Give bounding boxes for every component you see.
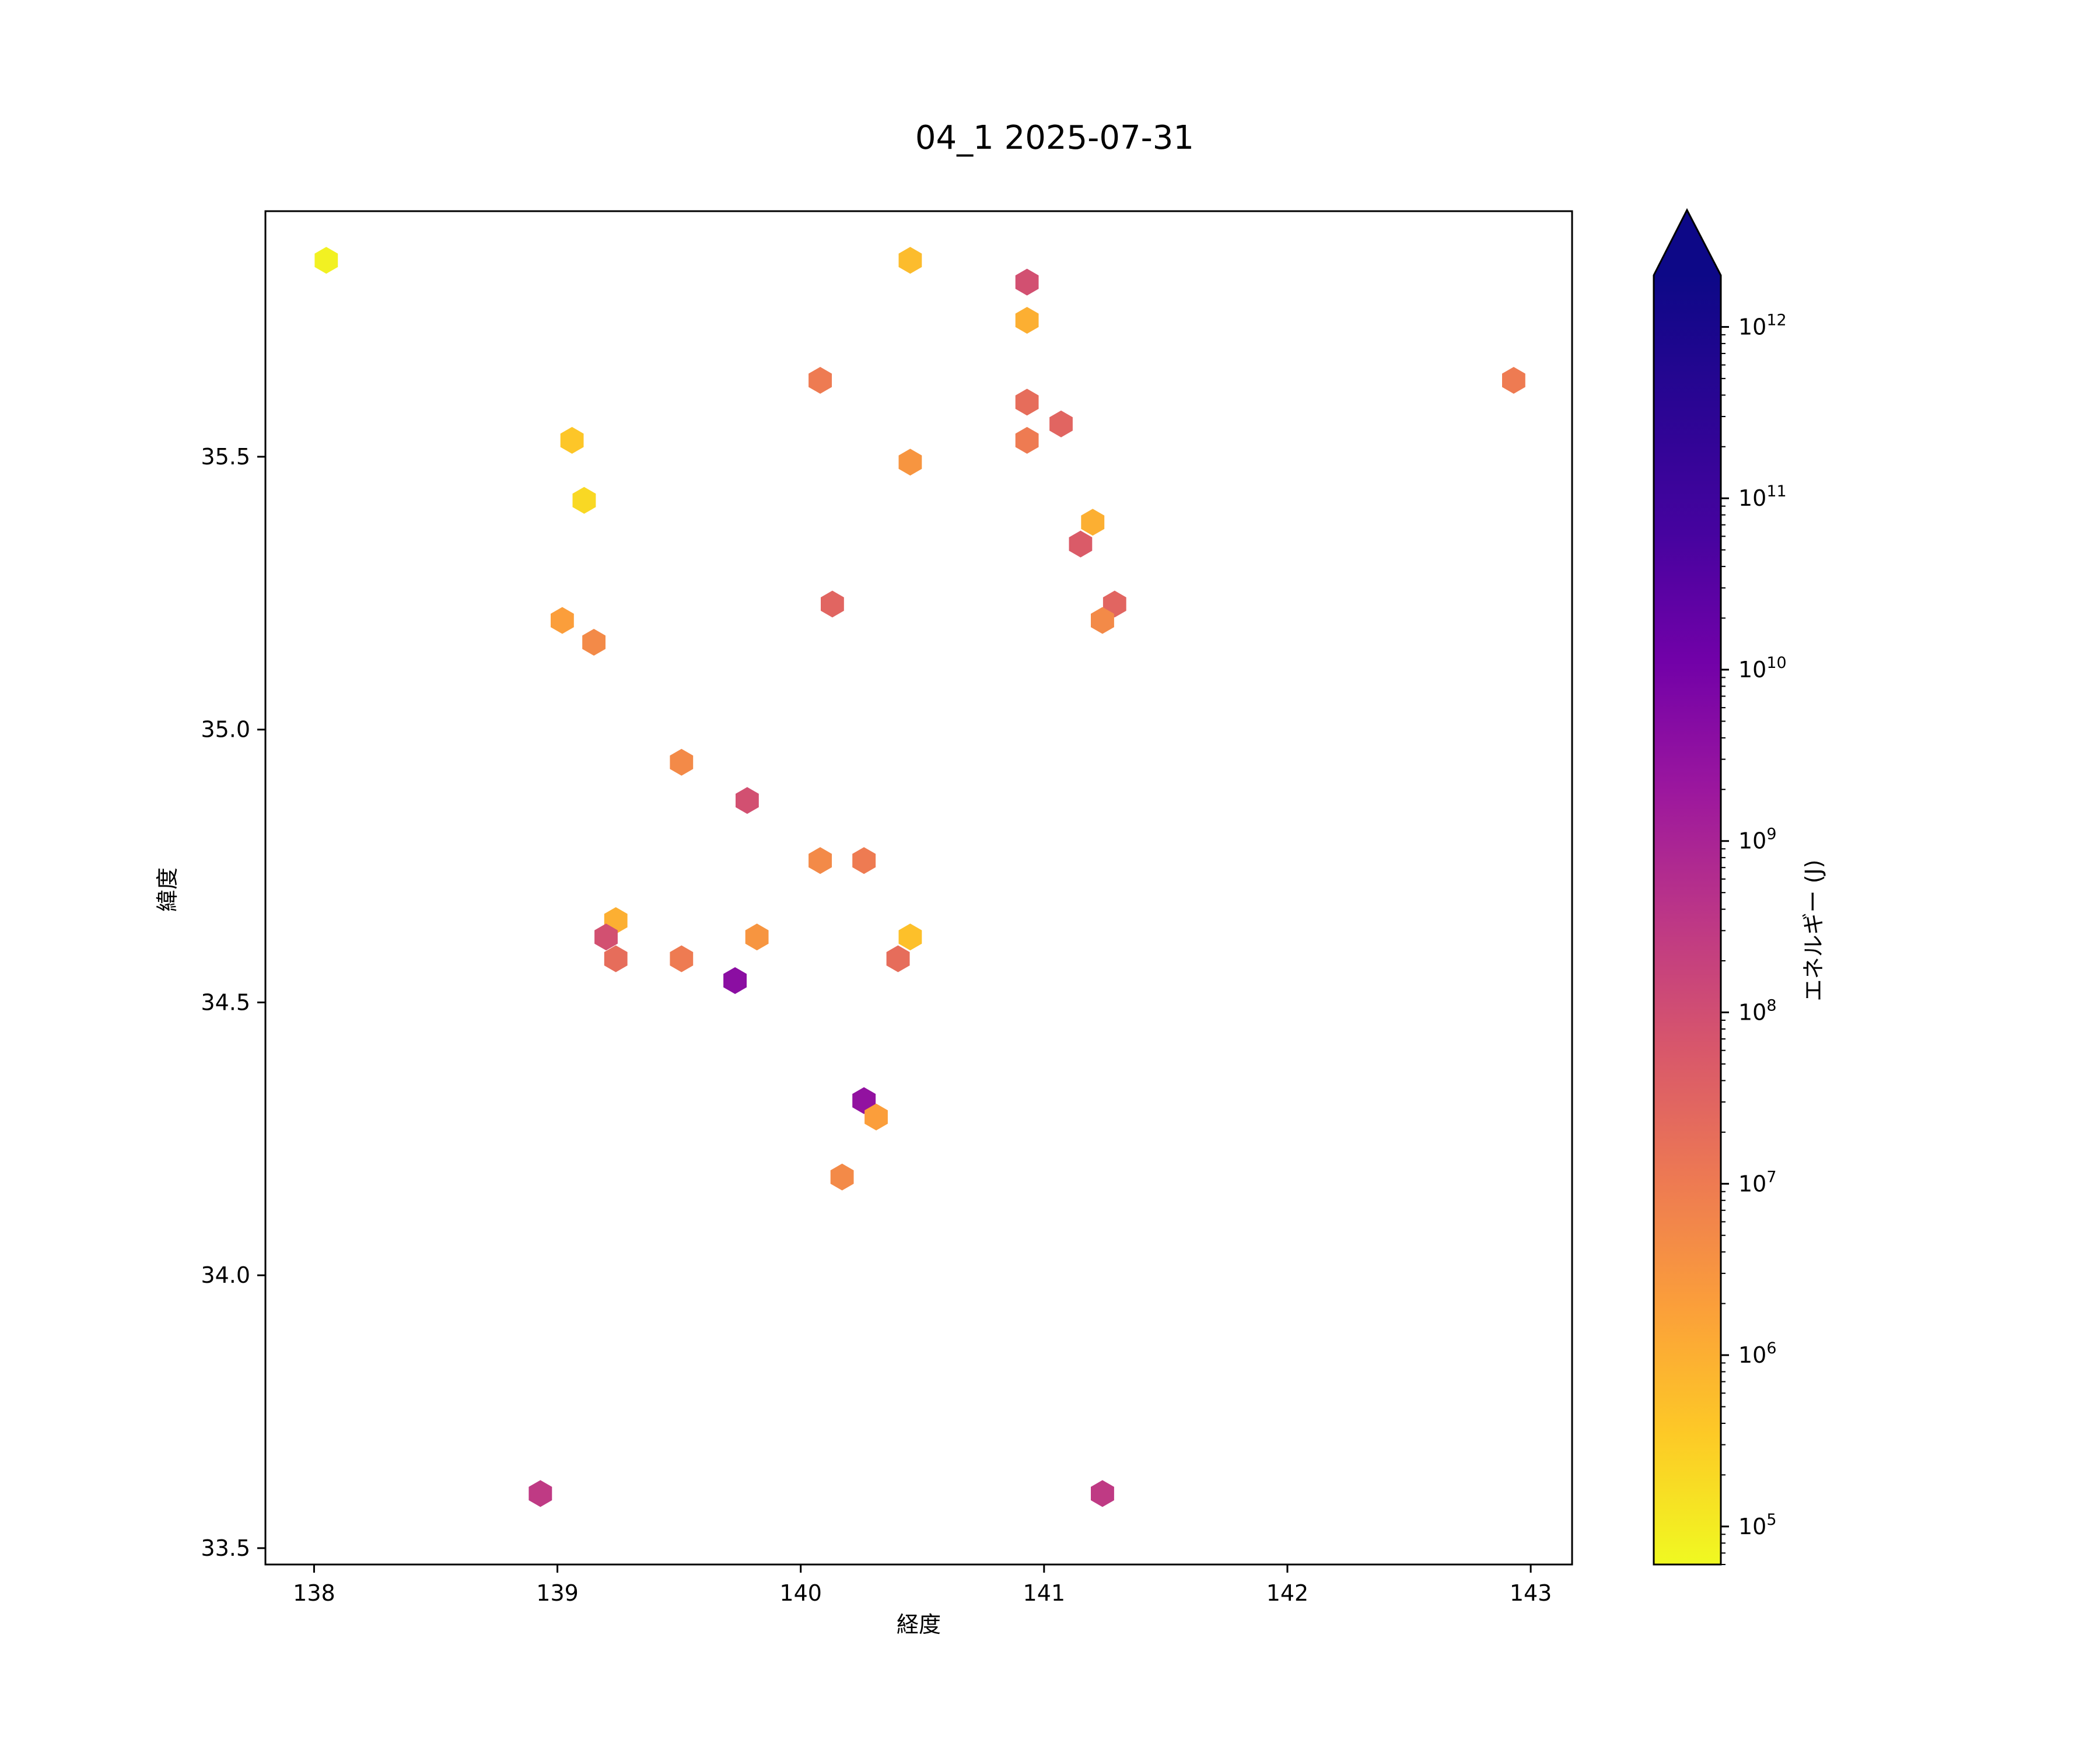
data-point (830, 1163, 854, 1191)
data-point (898, 449, 922, 476)
data-point (821, 590, 844, 618)
data-point (1015, 388, 1039, 416)
x-tick-label: 141 (1023, 1580, 1066, 1606)
data-point (1015, 268, 1039, 296)
colorbar-outline (1653, 208, 1722, 1566)
data-point (1091, 607, 1114, 634)
x-tick-label: 143 (1510, 1580, 1552, 1606)
y-tick-label: 35.5 (201, 444, 250, 470)
y-axis-label: 緯度 (155, 867, 180, 912)
y-tick-label: 33.5 (201, 1535, 250, 1561)
data-point (1049, 410, 1073, 438)
data-point (898, 247, 922, 274)
data-point (604, 945, 628, 972)
data-point (551, 607, 574, 634)
colorbar-tick-label: 1011 (1738, 482, 1787, 511)
colorbar-extend-triangle (1654, 210, 1721, 275)
data-point (723, 967, 747, 994)
y-tick-label: 34.5 (201, 989, 250, 1015)
data-point (808, 367, 832, 394)
y-tick-label: 35.0 (201, 717, 250, 743)
x-tick-label: 139 (536, 1580, 579, 1606)
plot-frame (264, 210, 1573, 1566)
y-axis: 33.5 34.0 34.5 35.0 35.5 (201, 444, 265, 1561)
colorbar: 105 106 107 108 109 1010 1011 1012 エネルギー (J) (1653, 208, 1826, 1566)
data-point (670, 945, 694, 972)
data-point (1091, 1480, 1114, 1507)
points-layer (314, 247, 1525, 1507)
data-point (314, 247, 338, 274)
colorbar-tick-label: 106 (1738, 1339, 1777, 1368)
data-point (808, 847, 832, 874)
colorbar-gradient (1654, 275, 1721, 1564)
x-tick-label: 140 (779, 1580, 822, 1606)
data-point (852, 847, 876, 874)
data-point (736, 787, 759, 814)
data-point (1015, 307, 1039, 334)
colorbar-tick-label: 1012 (1738, 311, 1787, 340)
data-point (594, 923, 618, 951)
data-point (528, 1480, 552, 1507)
colorbar-tick-label: 108 (1738, 997, 1777, 1026)
data-point (864, 1103, 888, 1130)
colorbar-tick-label: 1010 (1738, 654, 1787, 682)
data-point (1502, 367, 1525, 394)
data-point (560, 426, 584, 454)
data-point (1015, 426, 1039, 454)
colorbar-tick-label: 107 (1738, 1168, 1777, 1196)
colorbar-label: エネルギー (J) (1801, 860, 1826, 1002)
chart-title: 04_1 2025-07-31 (915, 119, 1194, 157)
data-point (898, 923, 922, 951)
colorbar-tick-label: 109 (1738, 825, 1777, 854)
data-point (1081, 509, 1105, 536)
data-point (670, 748, 694, 776)
data-point (886, 945, 910, 972)
x-tick-label: 138 (293, 1580, 335, 1606)
x-tick-label: 142 (1266, 1580, 1309, 1606)
y-tick-label: 34.0 (201, 1262, 250, 1288)
colorbar-ticks: 105 106 107 108 109 1010 1011 1012 (1721, 311, 1787, 1565)
data-point (1069, 530, 1093, 558)
data-point (582, 629, 606, 656)
data-point (745, 923, 769, 951)
x-axis: 138 139 140 141 142 143 (293, 1564, 1552, 1606)
x-axis-label: 経度 (897, 1612, 941, 1637)
colorbar-tick-label: 105 (1738, 1511, 1777, 1539)
data-point (572, 487, 596, 514)
